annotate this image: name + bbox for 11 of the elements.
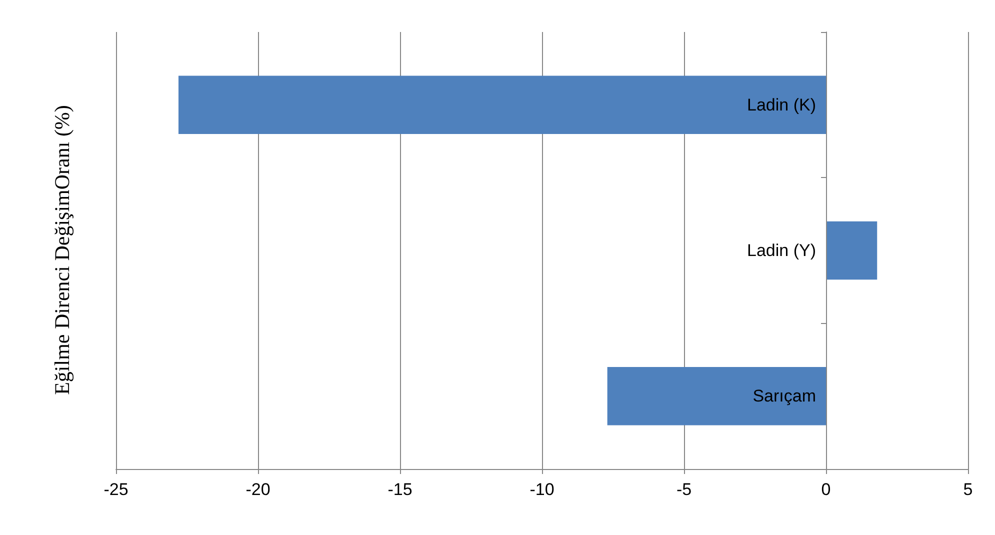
y-axis-title: Eğilme Direnci DeğişimOranı (%) bbox=[50, 105, 74, 395]
x-tick-label: -10 bbox=[530, 480, 554, 499]
x-tick-label: -20 bbox=[246, 480, 270, 499]
x-tick-label: -15 bbox=[388, 480, 412, 499]
y-tick-label: Sarıçam bbox=[752, 386, 816, 406]
y-tick-label: Ladin (Y) bbox=[747, 241, 816, 260]
x-tick-label: 0 bbox=[821, 480, 831, 499]
x-tick-label: -25 bbox=[104, 480, 128, 499]
y-tick-label: Ladin (K) bbox=[747, 95, 816, 114]
x-tick-label: -5 bbox=[676, 480, 692, 499]
x-tick-label: 5 bbox=[963, 480, 973, 499]
